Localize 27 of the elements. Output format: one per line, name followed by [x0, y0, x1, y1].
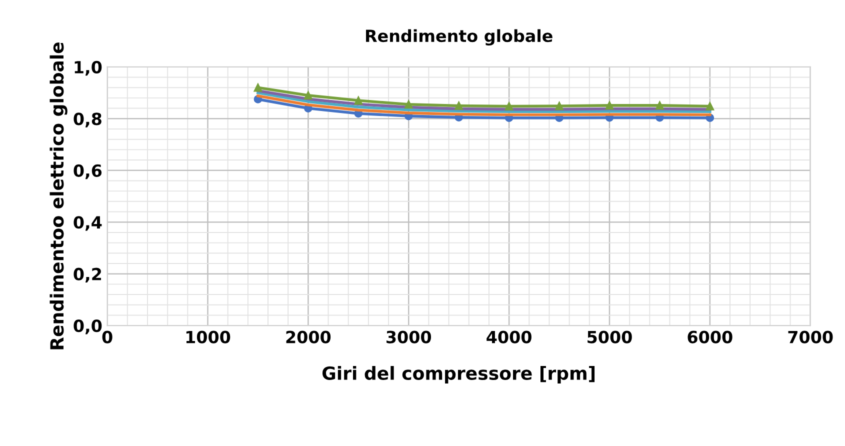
chart-title: Rendimento globale — [366, 29, 552, 46]
point — [354, 96, 363, 105]
x-tick-label: 2000 — [286, 330, 331, 344]
x-tick-label: 0 — [102, 330, 112, 344]
x-tick-label: 4000 — [486, 330, 532, 344]
point — [254, 83, 262, 92]
x-axis-title: Giri del compressore [rpm] — [322, 366, 595, 384]
point — [504, 102, 514, 110]
y-tick-label: 0,4 — [74, 216, 102, 231]
x-tick-label: 6000 — [688, 330, 732, 344]
x-tick-label: 7000 — [788, 330, 833, 344]
point — [454, 102, 463, 110]
x-tick-label: 1000 — [186, 330, 230, 344]
point — [706, 102, 714, 110]
point — [656, 101, 664, 110]
point — [555, 102, 564, 110]
y-tick-label: 0,0 — [74, 320, 102, 334]
x-tick-label: 5000 — [588, 330, 632, 344]
y-axis-title: Rendimentoo elettrico globale — [50, 42, 68, 350]
y-tick-label: 0,2 — [74, 268, 102, 283]
y-tick-label: 0,6 — [74, 164, 102, 180]
point — [605, 101, 614, 110]
y-tick-label: 1,0 — [74, 60, 102, 76]
point — [404, 100, 413, 109]
y-tick-label: 0,8 — [74, 112, 102, 128]
point — [304, 91, 312, 100]
x-tick-label: 3000 — [386, 330, 432, 344]
